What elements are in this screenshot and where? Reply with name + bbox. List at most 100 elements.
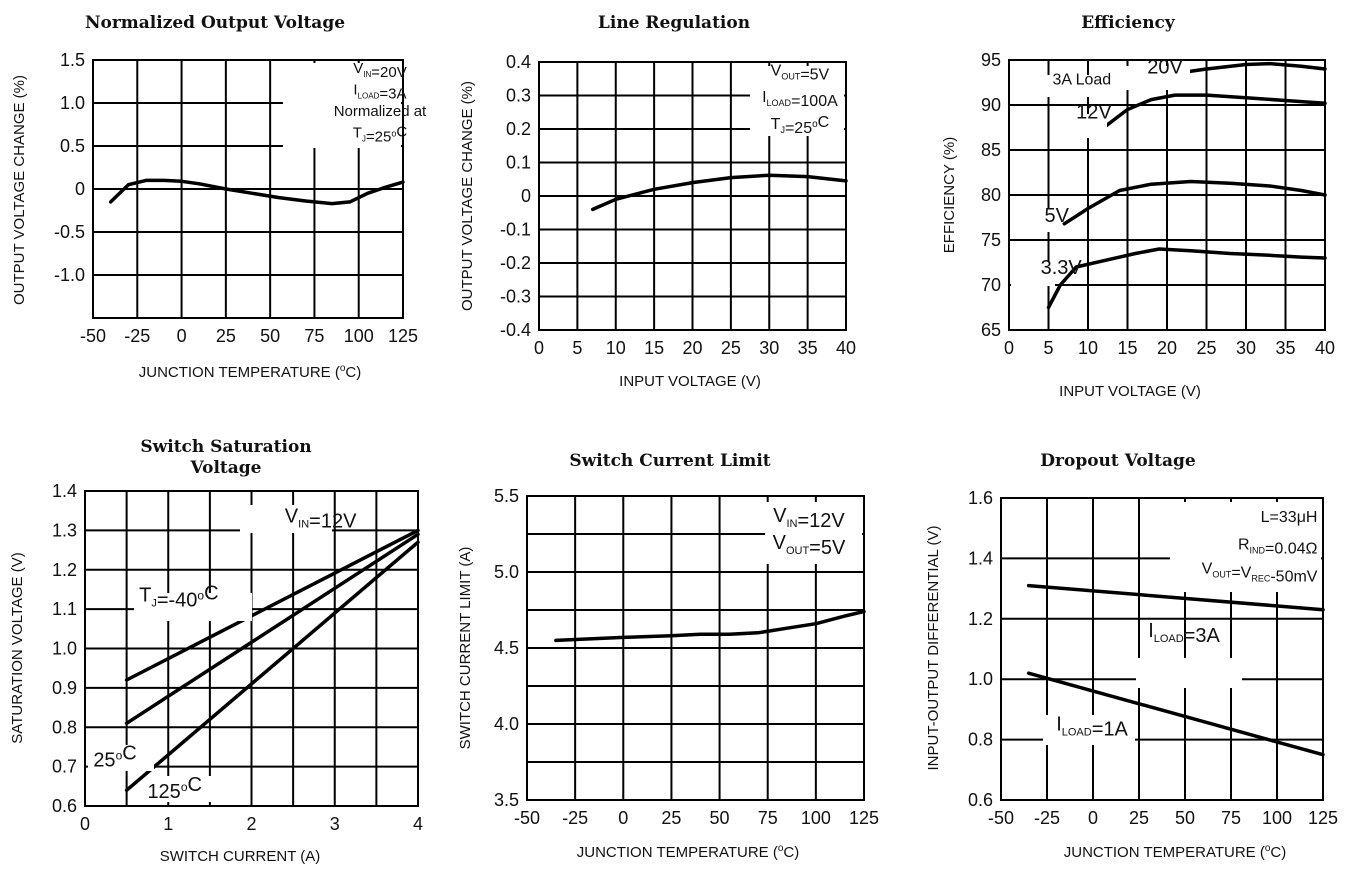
x-axis-label: SWITCH CURRENT (A) (160, 848, 321, 865)
y-tick-label: 0 (75, 179, 85, 199)
series-line-1 (124, 528, 420, 682)
annotation-backdrop (283, 63, 401, 148)
y-tick-label: 1.2 (52, 560, 77, 580)
x-tick-label: -50 (80, 326, 106, 346)
y-tick-label: 1.2 (968, 609, 993, 629)
annotation-label: VIN=12V (285, 506, 357, 533)
x-tick-label: 10 (1078, 338, 1098, 358)
x-tick-label: 125 (388, 326, 418, 346)
annotation-label: Normalized at (334, 103, 427, 120)
y-tick-label: 1.4 (968, 548, 993, 568)
plot-grid (92, 59, 404, 319)
y-tick-label: 3.5 (494, 790, 519, 810)
annotation-backdrop (134, 593, 252, 621)
annotation-label: ILOAD=3A (1148, 620, 1220, 647)
annotation-backdrop (147, 776, 219, 802)
annotations: 3A Load 20V 12V 5V 3.3V (1011, 57, 1190, 286)
x-tick-label: 25 (721, 338, 741, 358)
y-tick-label: 70 (981, 275, 1001, 295)
x-tick-label: 5 (1043, 338, 1053, 358)
x-tick-label: -50 (988, 808, 1014, 828)
y-tick-label: 0.7 (52, 757, 77, 777)
y-tick-label: 1.1 (52, 599, 77, 619)
x-tick-label: 50 (1175, 808, 1195, 828)
y-tick-label: 0.6 (968, 790, 993, 810)
x-tick-label: 25 (216, 326, 236, 346)
y-axis-label: OUTPUT VOLTAGE CHANGE (%) (11, 75, 28, 305)
x-tick-label: 20 (1157, 338, 1177, 358)
chart-title: Normalized Output Voltage (85, 13, 345, 33)
x-tick-label: 100 (344, 326, 374, 346)
plot-grid (526, 495, 865, 801)
x-tick-label: 0 (177, 326, 187, 346)
y-tick-label: 0.8 (968, 730, 993, 750)
x-tick-label: 100 (801, 808, 831, 828)
y-tick-label: 0 (521, 186, 531, 206)
x-tick-label: 25 (1196, 338, 1216, 358)
chart-title: Efficiency (1081, 13, 1176, 33)
x-tick-label: 25 (1129, 808, 1149, 828)
x-tick-label: 15 (1117, 338, 1137, 358)
annotation-label: 3A Load (1052, 71, 1111, 88)
y-tick-label: 1.4 (52, 481, 77, 501)
chart-title: Dropout Voltage (1040, 451, 1196, 471)
annotation-label: VIN=12V (773, 505, 845, 532)
tick-labels: -50 -25 0 25 50 75 100 125 -1.0 -0.5 0 0.5 1.0 1.5 (54, 50, 418, 346)
x-tick-label: 30 (759, 338, 779, 358)
series-lines (554, 609, 866, 643)
annotation-label: TJ=25oC (353, 123, 408, 145)
y-tick-label: 4.0 (494, 714, 519, 734)
y-tick-label: 1.0 (52, 639, 77, 659)
annotation-label: ILOAD=3A (353, 81, 406, 102)
chart-title: Switch Current Limit (569, 451, 770, 471)
annotation-backdrop (88, 745, 154, 771)
x-tick-label: -25 (124, 326, 150, 346)
x-tick-label: 40 (836, 338, 856, 358)
series-line-1 (554, 609, 866, 643)
y-axis-label: INPUT-OUTPUT DIFFERENTIAL (V) (925, 525, 942, 770)
x-tick-label: 0 (80, 814, 90, 834)
chart-title: Line Regulation (598, 13, 750, 33)
annotation-label: TJ=-40oC (139, 582, 218, 611)
annotation-label: VOUT=5V (771, 62, 830, 83)
y-tick-label: 1.5 (60, 50, 85, 70)
x-axis-label: JUNCTION TEMPERATURE (oC) (139, 363, 362, 381)
chart-line-regulation: Line Regulation 0 5 10 15 20 25 30 35 40 -0.4 -0.3… (459, 13, 856, 390)
annotation-label: VOUT=5V (773, 532, 846, 559)
annotation-label: VIN=20V (353, 60, 406, 81)
series-line-3 (124, 540, 420, 793)
y-tick-label: -0.1 (500, 220, 531, 240)
y-axis-label: SATURATION VOLTAGE (V) (9, 552, 26, 743)
x-tick-label: 125 (849, 808, 879, 828)
chart-title: Switch Saturation Voltage (140, 437, 311, 478)
y-tick-label: 0.6 (52, 796, 77, 816)
y-tick-label: 75 (981, 230, 1001, 250)
tick-labels: -50 -25 0 25 50 75 100 125 3.5 4.0 4.5 5.0 5.5 (494, 486, 879, 828)
series-line-1 (108, 178, 405, 206)
annotation-backdrop (1011, 75, 1091, 97)
x-tick-label: 5 (572, 338, 582, 358)
annotation-label: ILOAD=100A (762, 89, 838, 110)
annotation-backdrop (765, 502, 862, 564)
x-tick-label: 40 (1315, 338, 1335, 358)
y-tick-label: 1.0 (968, 669, 993, 689)
annotation-backdrop (1043, 715, 1135, 745)
annotation-backdrop (1011, 262, 1055, 286)
y-axis-label: OUTPUT VOLTAGE CHANGE (%) (459, 81, 476, 311)
y-tick-label: 0.5 (60, 136, 85, 156)
series-line-2 (1102, 93, 1327, 130)
x-tick-label: -25 (562, 808, 588, 828)
y-tick-label: 90 (981, 95, 1001, 115)
y-tick-label: 1.0 (60, 93, 85, 113)
annotation-backdrop (1126, 66, 1190, 90)
x-axis-label: JUNCTION TEMPERATURE (oC) (577, 843, 800, 861)
series-line-2 (124, 532, 420, 726)
annotation-label: 5V (1045, 205, 1070, 227)
annotations: VIN=12V TJ=-40oC 25oC 125oC (88, 505, 357, 803)
x-tick-label: 20 (682, 338, 702, 358)
y-tick-label: 0.4 (506, 52, 531, 72)
annotation-label: 25oC (93, 743, 136, 772)
annotation-label: L=33μH (1261, 509, 1318, 526)
series-line-1 (590, 173, 848, 212)
